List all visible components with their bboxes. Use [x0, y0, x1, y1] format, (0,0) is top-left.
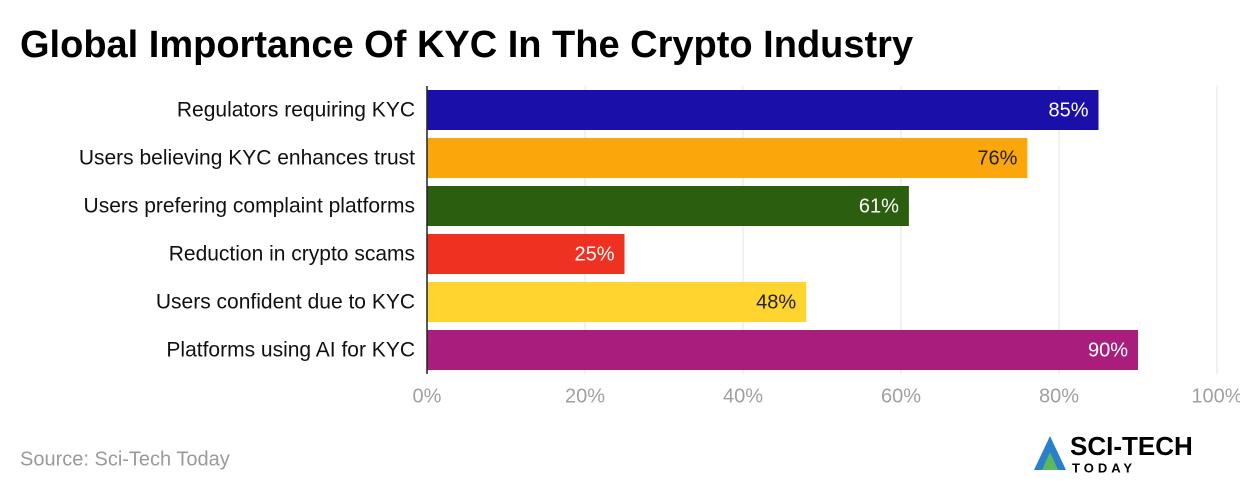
logo-icon-inner: [1042, 452, 1058, 470]
x-tick-label: 40%: [723, 385, 763, 407]
bar: [427, 138, 1028, 178]
source: Source: Sci-Tech Today: [20, 448, 230, 470]
y-tick-label: Platforms using AI for KYC: [166, 339, 415, 362]
y-tick-label: Reduction in crypto scams: [169, 243, 415, 266]
y-tick-label: Users believing KYC enhances trust: [79, 147, 415, 170]
y-tick-label: Users confident due to KYC: [156, 291, 415, 314]
y-tick-label: Users prefering complaint platforms: [84, 195, 415, 218]
value-label: 61%: [859, 195, 899, 217]
value-label: 25%: [574, 243, 614, 265]
y-tick-label: Regulators requiring KYC: [177, 99, 415, 122]
bar: [427, 282, 807, 322]
bar: [427, 234, 625, 274]
value-label: 90%: [1088, 339, 1128, 361]
x-tick-label: 0%: [413, 385, 442, 407]
x-tick-label: 60%: [881, 385, 921, 407]
logo-sub: TODAY: [1072, 460, 1136, 475]
logo-name: SCI-TECH: [1070, 431, 1193, 461]
x-tick-label: 80%: [1039, 385, 1079, 407]
chart-title: Global Importance Of KYC In The Crypto I…: [20, 24, 913, 66]
value-label: 85%: [1048, 99, 1088, 121]
x-tick-label: 100%: [1191, 385, 1240, 407]
value-label: 48%: [756, 291, 796, 313]
bar: [427, 90, 1099, 130]
x-tick-label: 20%: [565, 385, 605, 407]
logo: SCI-TECH TODAY: [1034, 431, 1193, 475]
bar: [427, 186, 909, 226]
bar: [427, 330, 1138, 370]
value-label: 76%: [977, 147, 1017, 169]
